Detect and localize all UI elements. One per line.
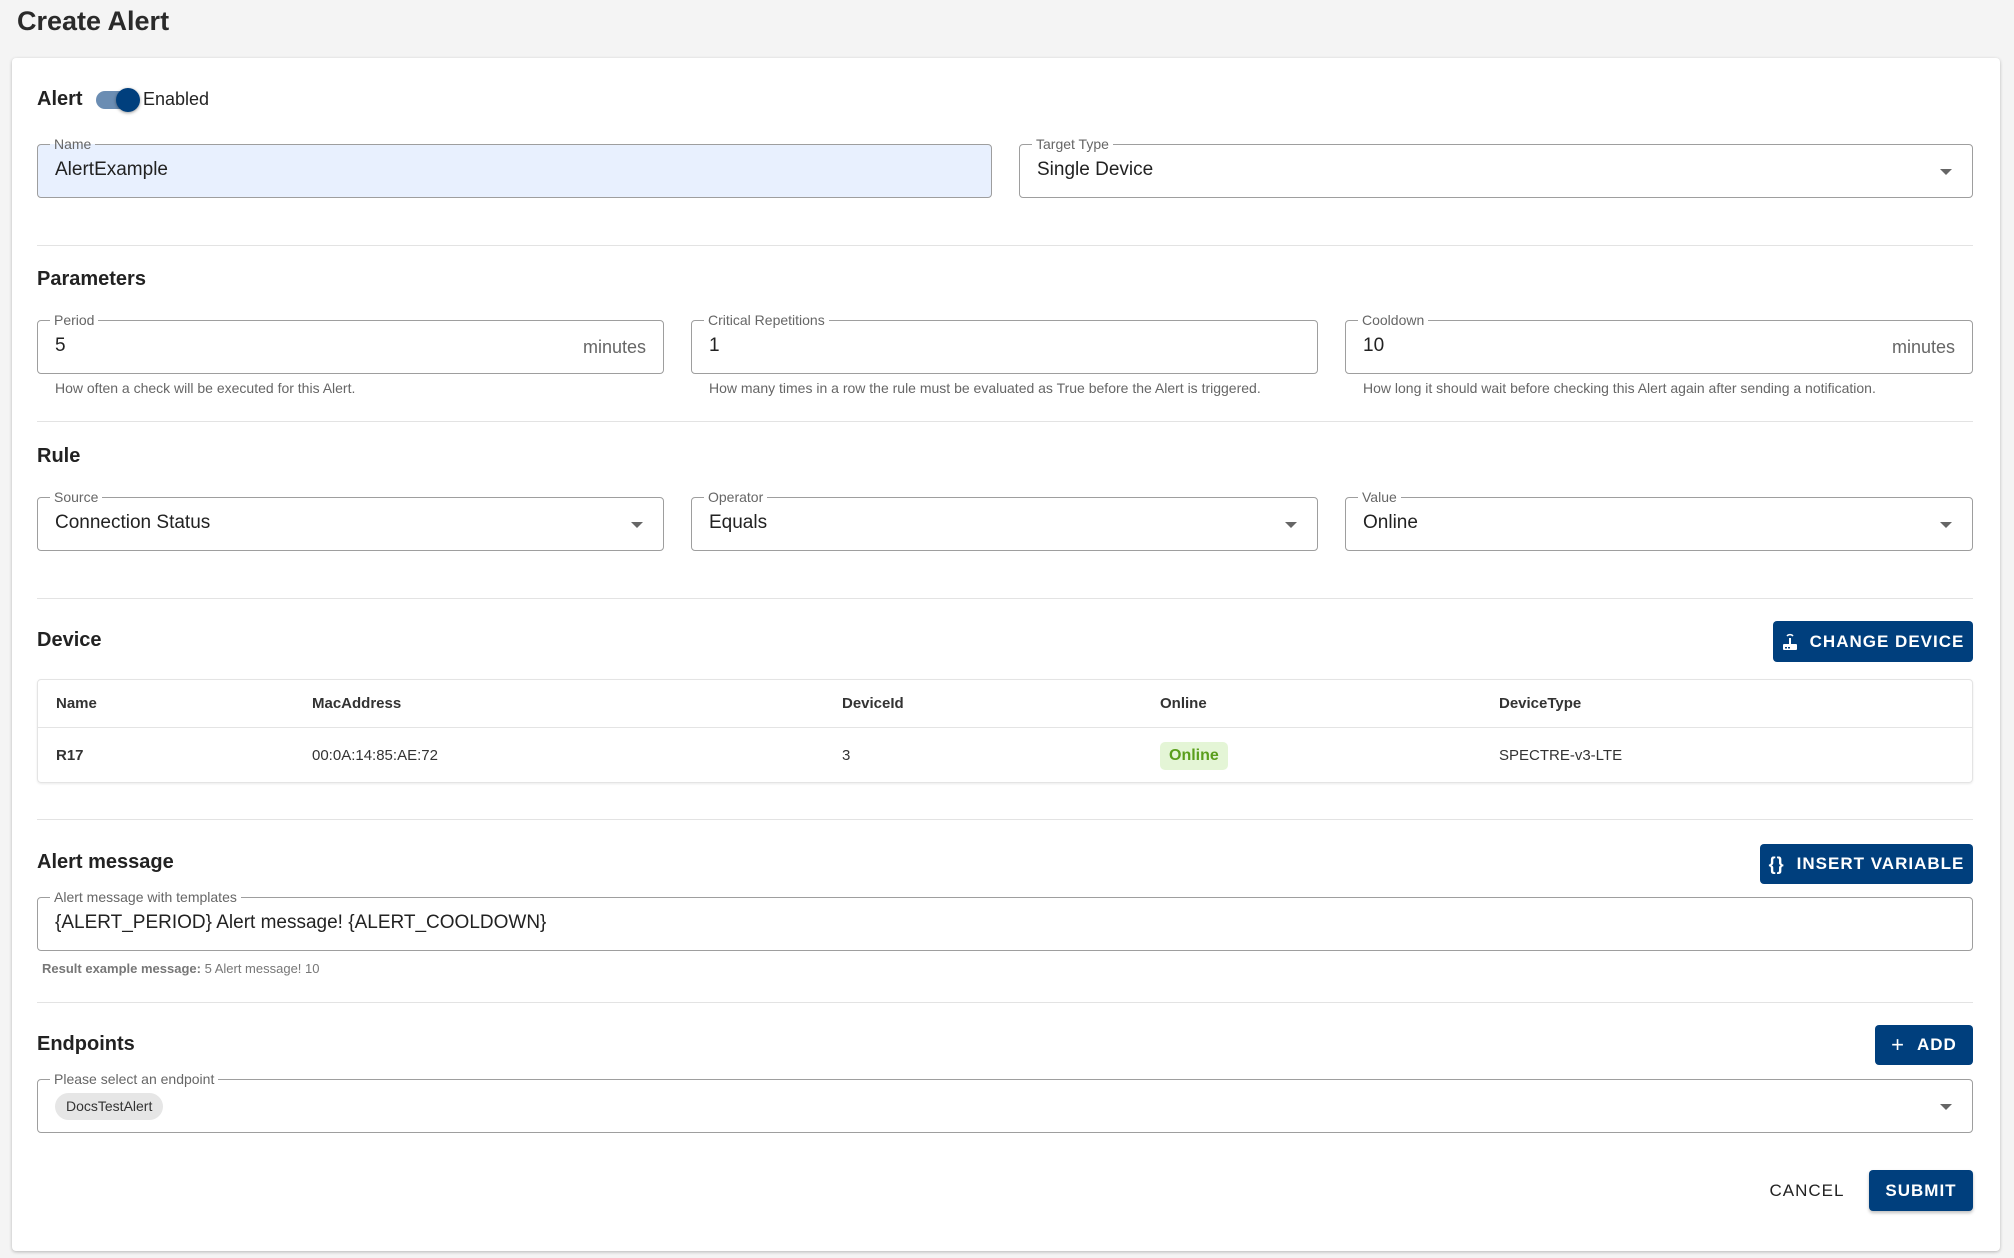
create-alert-card — [12, 58, 2000, 1251]
submit-button[interactable]: SUBMIT — [1869, 1170, 1973, 1211]
source-value: Connection Status — [55, 512, 211, 533]
name-label: Name — [50, 136, 96, 152]
rule-heading: Rule — [37, 445, 81, 467]
parameters-heading: Parameters — [37, 268, 146, 290]
period-label: Period — [50, 312, 99, 328]
endpoint-select-label: Please select an endpoint — [50, 1071, 219, 1087]
period-field[interactable]: Period 5 minutes — [37, 312, 664, 374]
column-header-name: Name — [56, 695, 97, 712]
plus-icon: + — [1891, 1032, 1905, 1057]
chevron-down-icon — [1940, 169, 1952, 175]
column-header-device-id: DeviceId — [842, 695, 904, 712]
name-field[interactable]: Name AlertExample — [37, 136, 992, 198]
source-select[interactable]: Source Connection Status — [37, 489, 664, 551]
cell-mac: 00:0A:14:85:AE:72 — [312, 747, 438, 764]
result-example-value: 5 Alert message! 10 — [204, 961, 320, 976]
critical-repetitions-field[interactable]: Critical Repetitions 1 — [691, 312, 1318, 374]
cooldown-label: Cooldown — [1358, 312, 1429, 328]
cooldown-field[interactable]: Cooldown 10 minutes — [1345, 312, 1973, 374]
chevron-down-icon — [631, 522, 643, 528]
cancel-button[interactable]: CANCEL — [1769, 1181, 1845, 1200]
enabled-toggle[interactable] — [96, 88, 140, 112]
critical-repetitions-value: 1 — [709, 335, 720, 356]
critical-repetitions-helper: How many times in a row the rule must be… — [709, 380, 1261, 396]
submit-label: SUBMIT — [1885, 1180, 1957, 1200]
braces-icon: {} — [1768, 853, 1785, 874]
column-header-mac: MacAddress — [312, 695, 402, 712]
column-header-online: Online — [1160, 695, 1207, 712]
period-unit: minutes — [582, 337, 646, 357]
add-endpoint-label: ADD — [1917, 1035, 1957, 1054]
divider — [37, 421, 1973, 422]
cell-device-id: 3 — [842, 747, 851, 764]
alert-message-label: Alert message with templates — [50, 889, 241, 905]
cooldown-helper: How long it should wait before checking … — [1363, 380, 1876, 396]
source-label: Source — [50, 489, 103, 505]
critical-repetitions-label: Critical Repetitions — [704, 312, 829, 328]
chevron-down-icon — [1940, 1104, 1952, 1110]
divider — [37, 1002, 1973, 1003]
target-type-select[interactable]: Target Type Single Device — [1019, 136, 1973, 198]
device-table: Name MacAddress DeviceId Online DeviceTy… — [37, 679, 1973, 783]
value-label: Value — [1358, 489, 1401, 505]
cell-device-type: SPECTRE-v3-LTE — [1499, 747, 1623, 764]
target-type-label: Target Type — [1032, 136, 1113, 152]
row-divider — [38, 727, 1972, 728]
chevron-down-icon — [1940, 522, 1952, 528]
endpoints-heading: Endpoints — [37, 1033, 135, 1055]
alert-heading: Alert — [37, 88, 83, 110]
cooldown-unit: minutes — [1891, 337, 1955, 357]
divider — [37, 245, 1973, 246]
page-title: Create Alert — [17, 6, 170, 36]
alert-message-heading: Alert message — [37, 851, 174, 873]
chevron-down-icon — [1285, 522, 1297, 528]
result-example-label: Result example message: — [42, 961, 201, 976]
period-value: 5 — [55, 335, 66, 356]
change-device-label: CHANGE DEVICE — [1809, 631, 1965, 651]
endpoint-chip[interactable]: DocsTestAlert — [55, 1093, 164, 1120]
operator-label: Operator — [704, 489, 768, 505]
cell-name: R17 — [56, 747, 84, 764]
online-status-badge: Online — [1160, 742, 1228, 770]
column-header-device-type: DeviceType — [1499, 695, 1582, 712]
value-value: Online — [1363, 512, 1418, 533]
toggle-thumb — [116, 88, 140, 112]
add-endpoint-button[interactable]: + ADD — [1875, 1025, 1973, 1065]
divider — [37, 819, 1973, 820]
name-value: AlertExample — [55, 159, 168, 180]
alert-message-value: {ALERT_PERIOD} Alert message! {ALERT_COO… — [55, 912, 547, 933]
device-heading: Device — [37, 629, 102, 651]
result-example: Result example message: 5 Alert message!… — [42, 961, 320, 976]
period-helper: How often a check will be executed for t… — [55, 380, 356, 396]
change-device-button[interactable]: CHANGE DEVICE — [1773, 621, 1973, 662]
operator-select[interactable]: Operator Equals — [691, 489, 1318, 551]
insert-variable-button[interactable]: {} INSERT VARIABLE — [1760, 844, 1973, 884]
value-select[interactable]: Value Online — [1345, 489, 1973, 551]
enabled-label: Enabled — [143, 89, 210, 109]
target-type-value: Single Device — [1037, 159, 1154, 180]
router-icon — [1782, 633, 1797, 650]
alert-message-field[interactable]: Alert message with templates {ALERT_PERI… — [37, 889, 1973, 951]
operator-value: Equals — [709, 512, 768, 533]
cooldown-value: 10 — [1363, 335, 1385, 356]
divider — [37, 598, 1973, 599]
insert-variable-label: INSERT VARIABLE — [1796, 854, 1965, 873]
endpoint-select[interactable]: Please select an endpoint DocsTestAlert — [37, 1071, 1973, 1133]
